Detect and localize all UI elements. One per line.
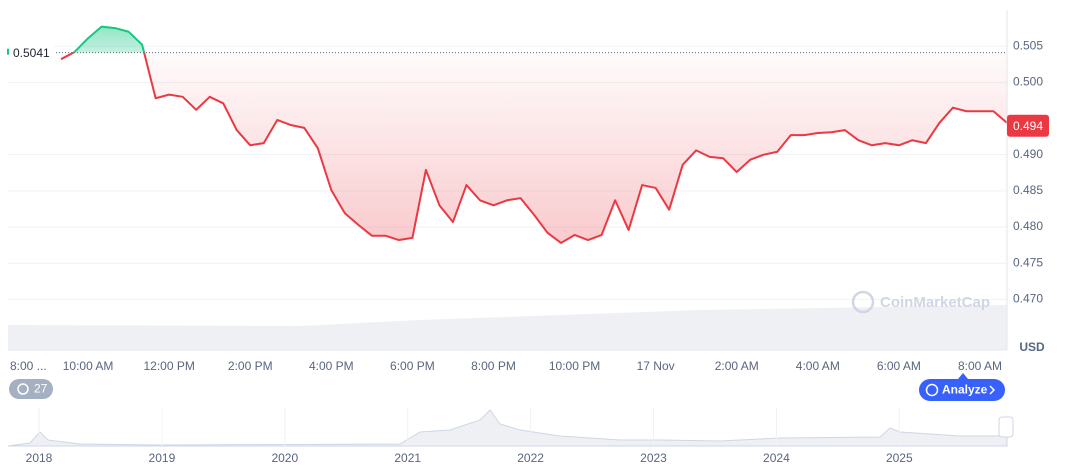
price-badge-text: 0.494 (1013, 119, 1043, 133)
watermark-text: CoinMarketCap (880, 294, 990, 311)
x-tick-label: 4:00 AM (796, 359, 840, 373)
navigator-years: 2018 2019 2020 2021 2022 2023 2024 2025 (26, 408, 913, 465)
x-tick-label: 8:00 AM (958, 359, 1002, 373)
x-tick-label: 8:00 ... (10, 359, 47, 373)
x-tick-label: 17 Nov (637, 359, 675, 373)
navigator-year: 2020 (271, 451, 298, 465)
x-tick-label: 12:00 PM (143, 359, 194, 373)
history-badge-bg[interactable] (9, 379, 53, 399)
watermark: CoinMarketCap (851, 290, 990, 314)
x-tick-label: 4:00 PM (309, 359, 354, 373)
plot-area (8, 25, 1008, 300)
reference-marker (7, 48, 9, 55)
price-area (61, 26, 1007, 243)
currency-label: USD (1019, 340, 1045, 354)
y-tick-label: 0.480 (1013, 219, 1043, 233)
y-tick-label: 0.490 (1013, 147, 1043, 161)
price-badge (1007, 114, 1049, 137)
x-tick-label: 6:00 PM (390, 359, 435, 373)
navigator-year: 2023 (640, 451, 667, 465)
navigator-year: 2024 (763, 451, 790, 465)
analyze-icon (925, 383, 939, 397)
analyze-button[interactable]: Analyze (919, 379, 1005, 401)
history-count: 27 (34, 382, 48, 396)
navigator-year: 2022 (517, 451, 544, 465)
price-line (60, 25, 1008, 244)
reference-label-bg (10, 45, 54, 62)
y-tick-label: 0.470 (1013, 292, 1043, 306)
analyze-button-bg[interactable] (919, 379, 1005, 401)
watermark-logo (851, 290, 875, 314)
price-badge-pointer (958, 373, 968, 379)
navigator-year: 2019 (149, 451, 176, 465)
x-tick-label: 2:00 PM (228, 359, 273, 373)
x-tick-label: 6:00 AM (877, 359, 921, 373)
y-tick-label: 0.485 (1013, 183, 1043, 197)
y-tick-label: 0.505 (1013, 38, 1043, 52)
x-tick-label: 10:00 PM (549, 359, 600, 373)
navigator-year: 2021 (394, 451, 421, 465)
navigator-year: 2025 (886, 451, 913, 465)
x-tick-label: 10:00 AM (63, 359, 114, 373)
reference-label: 0.5041 (13, 46, 50, 60)
analyze-chevron (989, 385, 996, 395)
navigator-handle[interactable] (998, 416, 1014, 438)
volume-area (8, 305, 1007, 350)
navigator (7, 409, 1014, 447)
history-badge[interactable]: 27 (9, 379, 53, 399)
history-icon (17, 383, 29, 395)
x-tick-label: 2:00 AM (715, 359, 759, 373)
navigator-year: 2018 (26, 451, 53, 465)
y-tick-label: 0.475 (1013, 255, 1043, 269)
navigator-curve (7, 409, 1008, 447)
analyze-text: Analyze (942, 383, 988, 397)
y-tick-label: 0.500 (1013, 75, 1043, 89)
x-tick-label: 8:00 PM (471, 359, 516, 373)
